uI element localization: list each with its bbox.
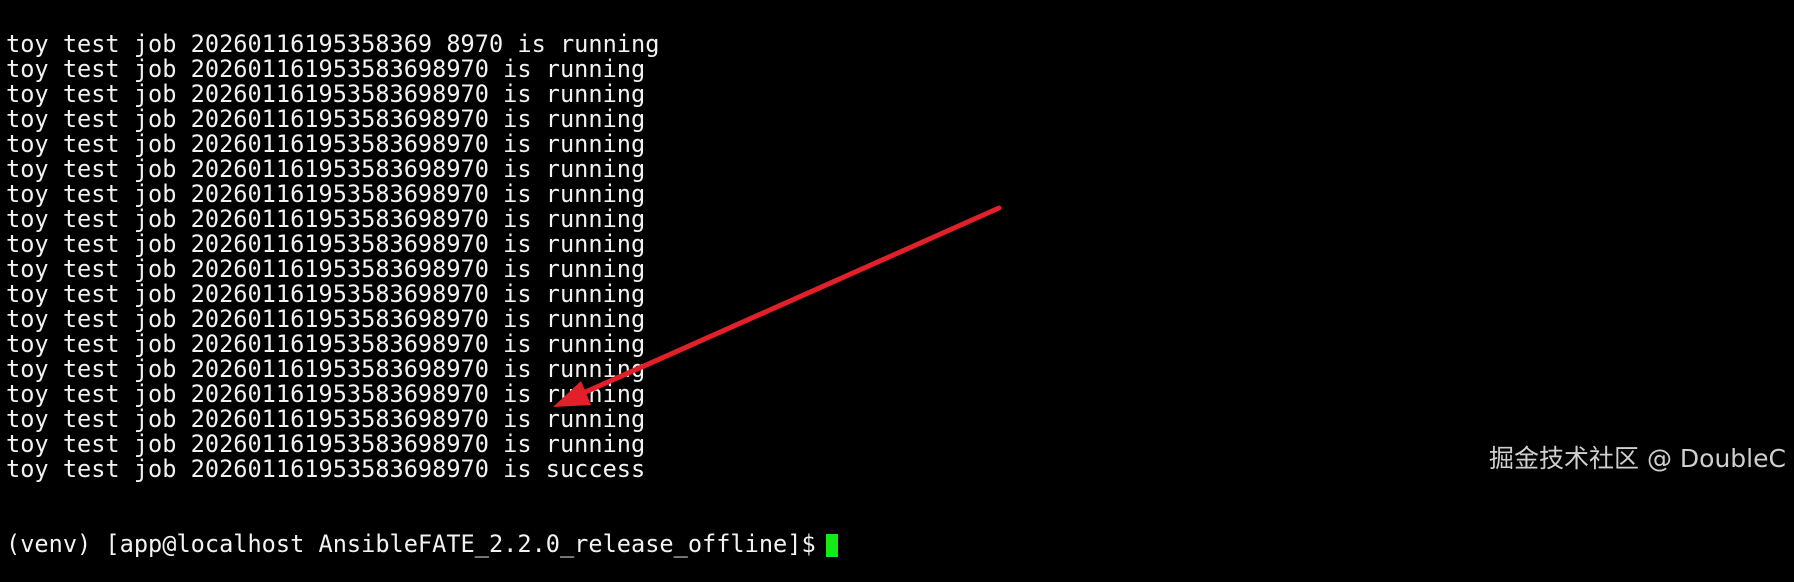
terminal-line: toy test job 202601161953583698970 is ru… <box>6 255 646 283</box>
terminal-line: toy test job 202601161953583698970 is ru… <box>6 105 646 133</box>
annotation-arrow <box>553 205 1002 407</box>
terminal-line: toy test job 202601161953583698970 is ru… <box>6 430 646 458</box>
terminal-line: toy test job 20260116195358369 8970 is r… <box>6 30 660 58</box>
terminal-line: toy test job 202601161953583698970 is ru… <box>6 80 646 108</box>
terminal-line: toy test job 202601161953583698970 is ru… <box>6 355 646 383</box>
terminal-line: toy test job 202601161953583698970 is ru… <box>6 305 646 333</box>
terminal-cursor <box>825 534 838 557</box>
prompt-text: (venv) [app@localhost AnsibleFATE_2.2.0_… <box>6 530 816 558</box>
terminal-line: toy test job 202601161953583698970 is ru… <box>6 180 646 208</box>
terminal-line: toy test job 202601161953583698970 is ru… <box>6 130 646 158</box>
terminal-line: toy test job 202601161953583698970 is ru… <box>6 205 646 233</box>
terminal-line: toy test job 202601161953583698970 is ru… <box>6 280 646 308</box>
terminal-line: toy test job 202601161953583698970 is ru… <box>6 155 646 183</box>
arrow-head-icon <box>553 381 591 407</box>
terminal-line: toy test job 202601161953583698970 is ru… <box>6 55 646 83</box>
watermark: 掘金技术社区 @ DoubleC <box>1489 444 1786 473</box>
shell-prompt[interactable]: (venv) [app@localhost AnsibleFATE_2.2.0_… <box>6 532 838 557</box>
terminal-line: toy test job 202601161953583698970 is ru… <box>6 380 646 408</box>
terminal-line: toy test job 202601161953583698970 is ru… <box>6 230 646 258</box>
terminal-line: toy test job 202601161953583698970 is ru… <box>6 330 646 358</box>
terminal-line: toy test job 202601161953583698970 is ru… <box>6 405 646 433</box>
arrow-shaft <box>569 205 1002 401</box>
terminal-line: toy test job 202601161953583698970 is su… <box>6 455 646 483</box>
